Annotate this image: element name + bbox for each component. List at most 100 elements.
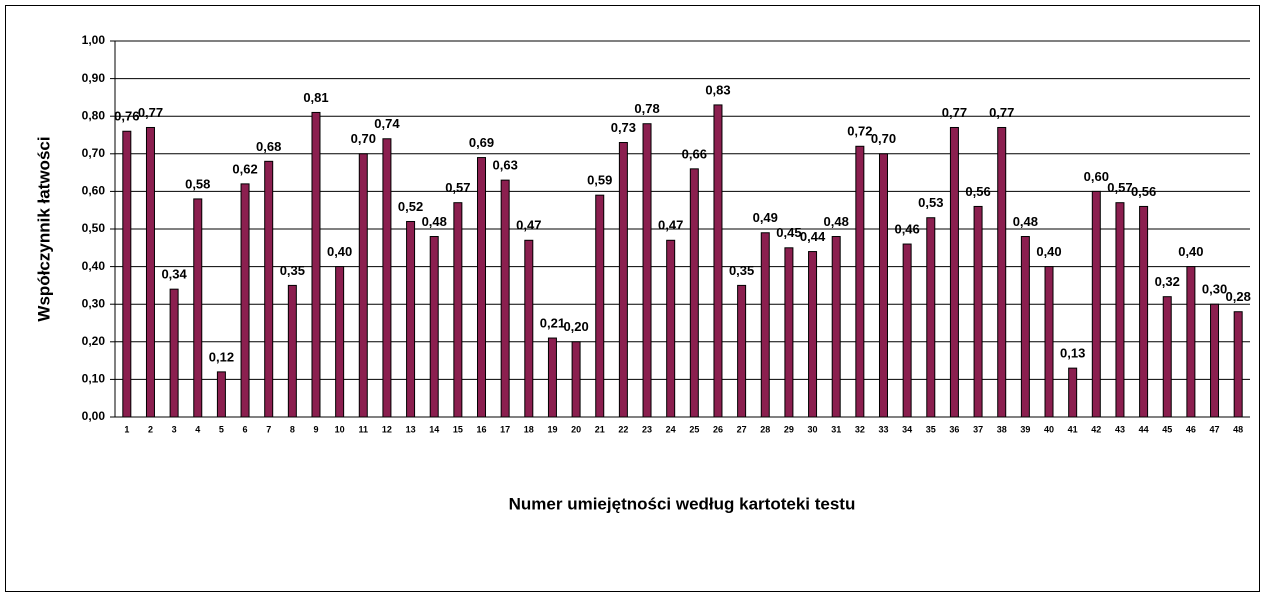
y-tick-label: 0,40 [82, 259, 106, 273]
bar [855, 145, 865, 418]
data-label: 0,47 [516, 218, 541, 233]
x-tick-label: 43 [1115, 424, 1125, 434]
x-tick-label: 25 [689, 424, 699, 434]
x-tick-label: 12 [382, 424, 392, 434]
data-label: 0,76 [114, 109, 139, 124]
x-tick-label: 41 [1068, 424, 1078, 434]
data-label: 0,44 [800, 229, 826, 244]
x-tick-label: 3 [172, 424, 177, 434]
bar [713, 104, 723, 418]
bar [618, 142, 628, 418]
bar [311, 111, 321, 418]
bar [760, 232, 770, 418]
bar [1210, 303, 1220, 418]
data-label: 0,74 [374, 116, 400, 131]
x-tick-label: 42 [1091, 424, 1101, 434]
y-tick-label: 0,00 [82, 409, 106, 423]
x-tick-label: 10 [335, 424, 345, 434]
x-tick-label: 48 [1233, 424, 1243, 434]
x-tick-label: 7 [266, 424, 271, 434]
data-label: 0,21 [540, 315, 565, 330]
bar [335, 266, 345, 418]
data-label: 0,77 [942, 105, 967, 120]
x-tick-label: 44 [1139, 424, 1149, 434]
x-tick-label: 11 [359, 424, 369, 434]
bar [122, 130, 132, 418]
data-label: 0,77 [138, 105, 163, 120]
x-tick-label: 19 [547, 424, 557, 434]
bar [382, 138, 392, 418]
data-label: 0,63 [493, 158, 518, 173]
data-label: 0,48 [422, 214, 447, 229]
bar [926, 217, 936, 418]
x-tick-label: 39 [1020, 424, 1030, 434]
bar [1233, 311, 1243, 418]
data-label: 0,12 [209, 349, 234, 364]
bar [477, 157, 487, 418]
x-tick-label: 20 [571, 424, 581, 434]
data-label: 0,58 [185, 176, 210, 191]
bar [429, 236, 439, 418]
bar [193, 198, 203, 418]
bar [689, 168, 699, 418]
bar [997, 126, 1007, 418]
bar [240, 183, 250, 418]
bar [1068, 367, 1078, 418]
x-tick-label: 21 [595, 424, 605, 434]
bar [547, 337, 557, 418]
bar [595, 194, 605, 418]
x-tick-label: 46 [1186, 424, 1196, 434]
bar [808, 251, 818, 418]
data-label: 0,56 [965, 184, 990, 199]
x-tick-label: 32 [855, 424, 865, 434]
data-label: 0,69 [469, 135, 494, 150]
data-label: 0,70 [351, 131, 376, 146]
data-label: 0,83 [705, 82, 730, 97]
data-label: 0,62 [232, 161, 257, 176]
x-tick-label: 40 [1044, 424, 1054, 434]
x-tick-label: 47 [1210, 424, 1220, 434]
x-tick-label: 2 [148, 424, 153, 434]
bar [216, 371, 226, 418]
data-label: 0,59 [587, 173, 612, 188]
data-label: 0,35 [729, 263, 754, 278]
bar [1091, 190, 1101, 418]
x-tick-label: 35 [926, 424, 936, 434]
y-tick-label: 0,70 [82, 146, 106, 160]
data-label: 0,32 [1155, 274, 1180, 289]
bar [571, 341, 581, 418]
data-label: 0,46 [894, 221, 919, 236]
bar [831, 236, 841, 418]
y-tick-label: 0,90 [82, 71, 106, 85]
x-tick-label: 33 [878, 424, 888, 434]
bar [524, 239, 534, 418]
y-axis-title: Współczynnik łatwości [34, 136, 53, 321]
data-label: 0,72 [847, 124, 872, 139]
bar [1115, 202, 1125, 418]
data-label: 0,57 [445, 180, 470, 195]
data-label: 0,20 [563, 319, 588, 334]
bar [1044, 266, 1054, 418]
x-tick-label: 14 [429, 424, 439, 434]
data-label: 0,40 [1178, 244, 1203, 259]
bar [1162, 296, 1172, 418]
x-tick-label: 31 [831, 424, 841, 434]
y-tick-label: 0,20 [82, 334, 106, 348]
data-label: 0,52 [398, 199, 423, 214]
data-label: 0,28 [1226, 289, 1251, 304]
x-tick-label: 8 [290, 424, 295, 434]
x-tick-label: 24 [666, 424, 676, 434]
data-label: 0,34 [161, 267, 187, 282]
x-tick-label: 45 [1162, 424, 1172, 434]
x-tick-label: 34 [902, 424, 912, 434]
bar [406, 220, 416, 418]
x-tick-label: 1 [124, 424, 129, 434]
data-label: 0,53 [918, 195, 943, 210]
data-label: 0,70 [871, 131, 896, 146]
data-label: 0,66 [682, 146, 707, 161]
bar [1186, 266, 1196, 418]
data-label: 0,57 [1107, 180, 1132, 195]
data-label: 0,49 [753, 210, 778, 225]
y-tick-label: 0,60 [82, 184, 106, 198]
data-label: 0,77 [989, 105, 1014, 120]
